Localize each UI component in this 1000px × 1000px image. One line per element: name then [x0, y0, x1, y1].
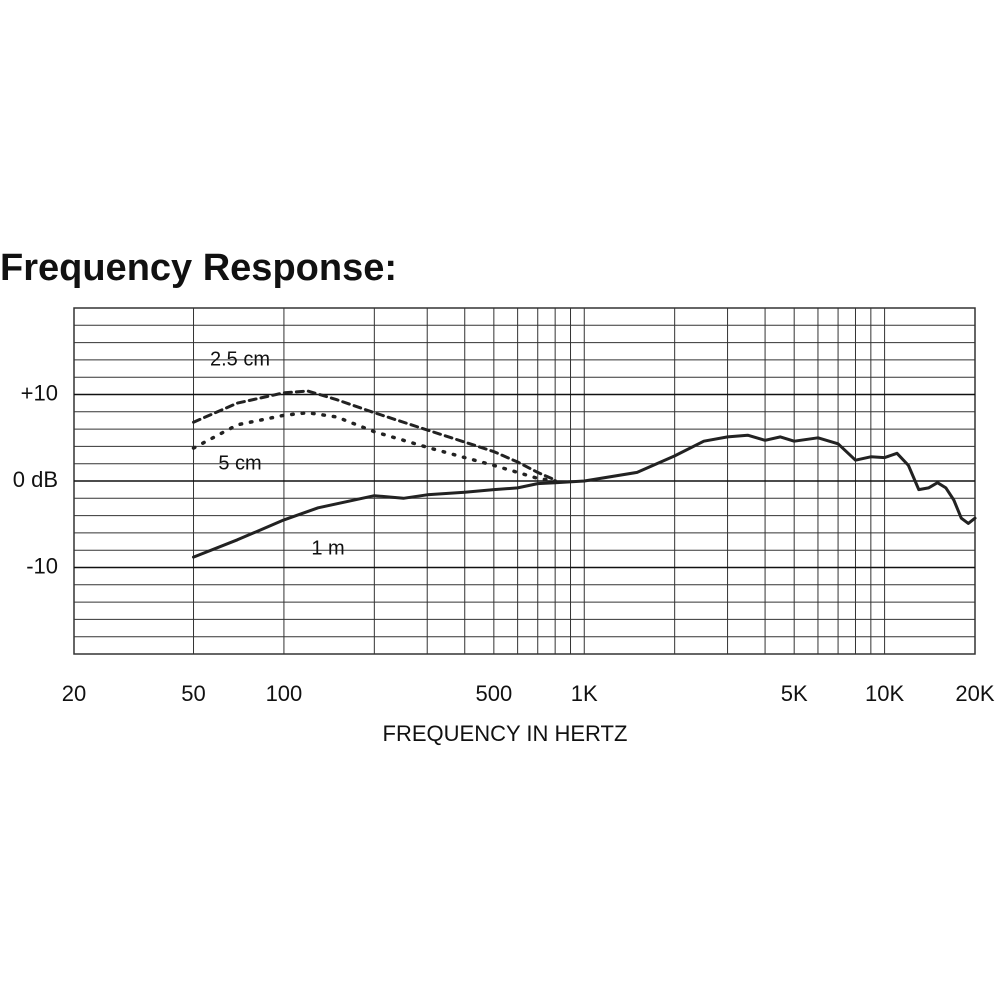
x-axis-label: FREQUENCY IN HERTZ — [383, 721, 628, 746]
x-tick-label: 20 — [62, 681, 86, 706]
series-label: 2.5 cm — [210, 348, 270, 370]
y-tick-label: +10 — [21, 380, 58, 405]
chart-title: Frequency Response: — [0, 247, 397, 289]
series-label: 1 m — [311, 537, 344, 559]
series-line — [192, 433, 977, 559]
series-line — [192, 389, 557, 482]
y-tick-label: 0 dB — [13, 467, 58, 492]
x-tick-label: 1K — [571, 681, 598, 706]
x-tick-label: 50 — [181, 681, 205, 706]
y-tick-label: -10 — [26, 553, 58, 578]
x-tick-label: 5K — [781, 681, 808, 706]
x-tick-label: 20K — [955, 681, 994, 706]
x-tick-label: 10K — [865, 681, 904, 706]
x-tick-label: 500 — [475, 681, 512, 706]
series-label: 5 cm — [218, 452, 261, 474]
x-tick-label: 100 — [266, 681, 303, 706]
